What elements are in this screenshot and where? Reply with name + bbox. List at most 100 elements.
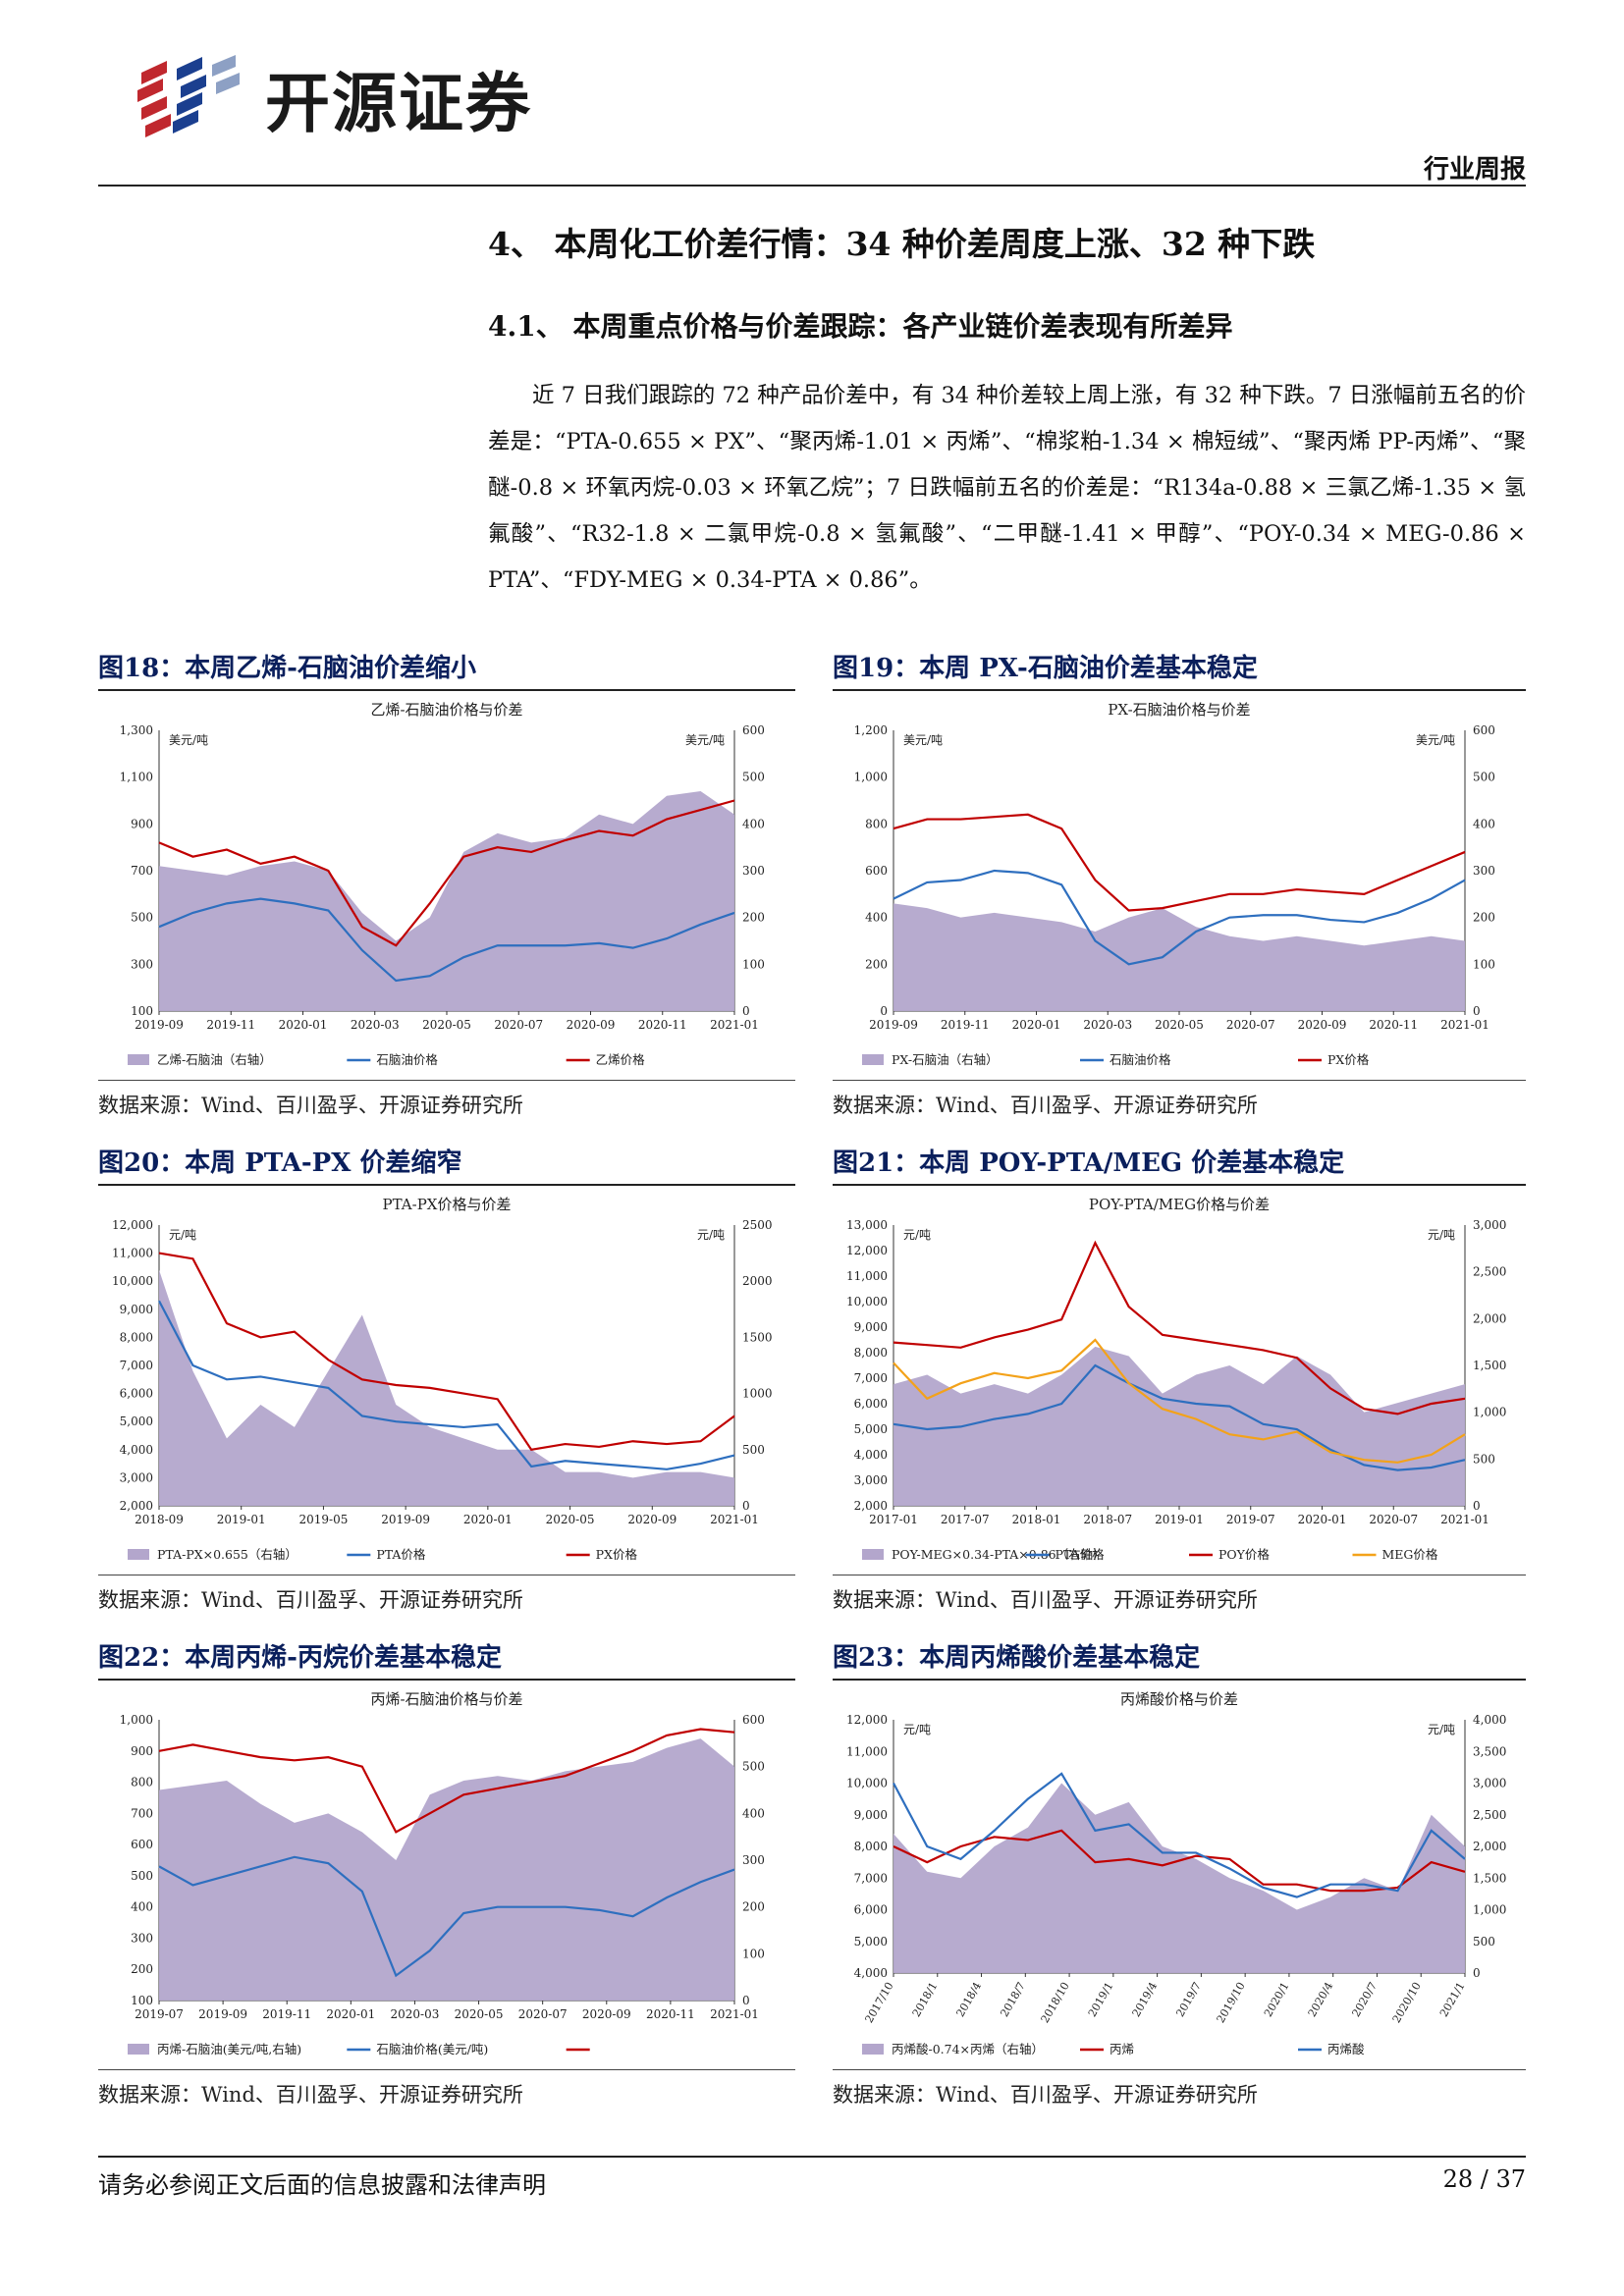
right-tick-label: 2,500 [1473,1808,1506,1822]
left-tick-label: 3,000 [120,1470,153,1484]
figure-title: 图18：本周乙烯-石脑油价差缩小 [98,654,476,683]
x-tick-label: 2019-11 [262,2007,311,2021]
left-tick-label: 1,000 [120,1713,153,1727]
right-tick-label: 1500 [742,1330,773,1344]
legend-label: PTA价格 [376,1547,426,1562]
x-tick-label: 2020/1 [1262,1980,1292,2019]
x-tick-label: 2020-07 [1226,1018,1275,1032]
footer-disclaimer: 请务必参阅正文后面的信息披露和法律声明 [98,2171,546,2199]
x-tick-label: 2019/10 [1215,1980,1248,2025]
x-tick-label: 2018-09 [135,1513,184,1526]
x-tick-label: 2018/4 [954,1980,985,2019]
x-tick-label: 2019-09 [198,2007,247,2021]
series-line-2 [893,813,1466,912]
x-tick-label: 2020-03 [351,1018,400,1032]
x-tick-label: 2020-07 [494,1018,543,1032]
left-tick-label: 10,000 [846,1295,888,1308]
x-tick-label: 2020/7 [1349,1980,1380,2019]
logo-mark-icon [137,55,240,137]
left-unit-label: 美元/吨 [169,733,208,747]
chart-title: 丙烯酸价格与价差 [1120,1690,1238,1708]
right-tick-label: 500 [1473,1935,1495,1949]
subsection-title: 4.1、 本周重点价格与价差跟踪：各产业链价差表现有所差异 [488,310,1233,343]
right-tick-label: 300 [742,864,765,878]
x-tick-label: 2020-05 [1155,1018,1204,1032]
chart: 丙烯-石脑油价格与价差 100 200 300 400 500 600 700 800 900 1,… [120,1690,765,2056]
left-tick-label: 900 [131,1744,153,1758]
right-tick-label: 100 [742,957,765,971]
right-tick-label: 3,500 [1473,1744,1506,1758]
left-tick-label: 2,000 [854,1499,888,1513]
legend-label: 丙烯酸 [1327,2042,1365,2056]
legend-label: MEG价格 [1382,1547,1438,1562]
company-name: 开源证券 [265,66,532,141]
x-tick-label: 2017-01 [869,1513,918,1526]
x-tick-label: 2020-07 [518,2007,568,2021]
left-tick-label: 5,000 [120,1415,153,1428]
right-tick-label: 2500 [742,1218,773,1232]
chart-title: 丙烯-石脑油价格与价差 [370,1690,522,1708]
x-tick-label: 2021-01 [710,1513,759,1526]
right-tick-label: 3,000 [1473,1777,1506,1790]
x-tick-label: 2021-01 [710,2007,759,2021]
header-divider [98,185,1526,187]
left-tick-label: 500 [131,1869,153,1883]
page-number: 28 / 37 [1442,2165,1526,2193]
figure-top-rule [833,689,1526,691]
left-unit-label: 元/吨 [169,1228,196,1242]
right-unit-label: 美元/吨 [1416,733,1455,747]
chart-title: POY-PTA/MEG价格与价差 [1089,1196,1270,1213]
right-tick-label: 300 [742,1853,765,1867]
right-tick-label: 0 [1473,1499,1481,1513]
legend-label: 丙烯酸-0.74×丙烯（右轴） [892,2042,1044,2056]
left-tick-label: 4,000 [854,1966,888,1980]
body-text: 近 7 日我们跟踪的 72 种产品价差中，有 34 种价差较上周上涨，有 32 … [488,383,1526,593]
left-tick-label: 6,000 [854,1397,888,1411]
x-tick-label: 2021-01 [710,1018,759,1032]
left-tick-label: 10,000 [846,1777,888,1790]
x-tick-label: 2017/10 [862,1980,895,2025]
left-tick-label: 800 [131,1776,153,1789]
x-tick-label: 2019-09 [869,1018,918,1032]
right-tick-label: 0 [742,1994,750,2007]
x-tick-label: 2018/7 [998,1980,1028,2019]
chart-title: PX-石脑油价格与价差 [1108,701,1250,719]
x-tick-label: 2020-11 [646,2007,695,2021]
figure-3: 图20：本周 PTA-PX 价差缩窄 PTA-PX价格与价差 元/吨 元/吨 2,000… [98,1143,795,1624]
right-unit-label: 元/吨 [1428,1228,1455,1242]
figure-4: 图21：本周 POY-PTA/MEG 价差基本稳定 POY-PTA/MEG价格与价… [833,1143,1526,1624]
x-tick-label: 2020-01 [1012,1018,1061,1032]
left-tick-label: 400 [865,911,888,925]
legend-label: 丙烯-石脑油(美元/吨,右轴) [157,2042,301,2056]
figure-6: 图23：本周丙烯酸价差基本稳定 丙烯酸价格与价差 元/吨 元/吨 4,000 5,000 6… [833,1637,1526,2118]
x-tick-label: 2020-07 [1369,1513,1418,1526]
series-area-0 [893,1783,1465,1973]
figure-title: 图21：本周 POY-PTA/MEG 价差基本稳定 [833,1148,1345,1178]
x-tick-label: 2020-03 [1083,1018,1132,1032]
left-unit-label: 元/吨 [903,1723,931,1736]
series-line-1 [893,1363,1466,1471]
figure-top-rule [98,689,795,691]
series-line-1 [158,1855,735,1978]
series-line-2 [893,1772,1466,1898]
right-tick-label: 0 [1473,1966,1481,1980]
figure-top-rule [833,1184,1526,1186]
left-tick-label: 7,000 [120,1359,153,1372]
left-tick-label: 300 [131,1931,153,1945]
series-area-0 [159,790,734,1011]
figure-source: 数据来源：Wind、百川盈孚、开源证券研究所 [833,1588,1258,1612]
left-tick-label: 11,000 [846,1744,888,1758]
left-tick-label: 5,000 [854,1422,888,1436]
right-tick-label: 300 [1473,864,1495,878]
right-unit-label: 元/吨 [1428,1723,1455,1736]
legend-swatch [128,1549,149,1560]
left-tick-label: 5,000 [854,1935,888,1949]
figure-source: 数据来源：Wind、百川盈孚、开源证券研究所 [833,1094,1258,1117]
left-tick-label: 8,000 [120,1330,153,1344]
legend-label: 乙烯价格 [596,1052,646,1067]
figure-bottom-rule [833,1080,1526,1081]
figure-top-rule [98,1679,795,1681]
